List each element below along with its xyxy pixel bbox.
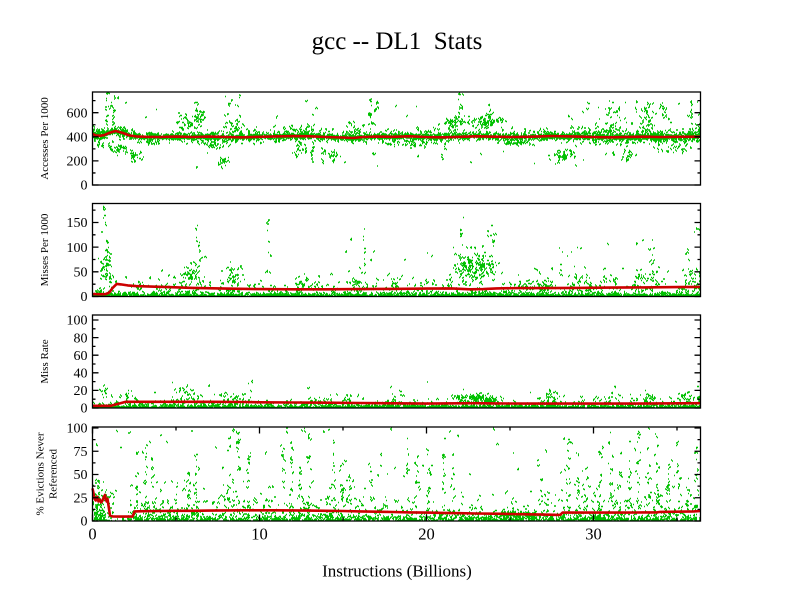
svg-text:Instructions (Billions): Instructions (Billions) xyxy=(322,562,472,581)
svg-text:30: 30 xyxy=(585,525,602,544)
svg-text:0: 0 xyxy=(81,179,88,194)
svg-text:gcc -- DL1 Stats: gcc -- DL1 Stats xyxy=(312,28,483,55)
svg-text:0: 0 xyxy=(81,290,88,305)
svg-text:80: 80 xyxy=(74,331,88,346)
svg-text:600: 600 xyxy=(67,106,88,121)
svg-text:100: 100 xyxy=(67,314,88,329)
svg-text:% Evictions Never: % Evictions Never xyxy=(35,432,47,515)
svg-text:Misses Per 1000: Misses Per 1000 xyxy=(39,213,51,286)
svg-text:40: 40 xyxy=(74,367,88,382)
svg-text:60: 60 xyxy=(74,349,88,364)
svg-text:0: 0 xyxy=(88,525,96,544)
svg-text:10: 10 xyxy=(251,525,268,544)
svg-text:20: 20 xyxy=(74,384,88,399)
svg-text:50: 50 xyxy=(74,266,88,281)
svg-text:Referenced: Referenced xyxy=(48,448,60,499)
svg-text:150: 150 xyxy=(67,216,88,231)
svg-text:75: 75 xyxy=(74,445,88,460)
svg-text:100: 100 xyxy=(67,241,88,256)
svg-text:100: 100 xyxy=(67,422,88,437)
svg-text:Accesses Per 1000: Accesses Per 1000 xyxy=(39,97,51,180)
svg-text:0: 0 xyxy=(81,402,88,417)
svg-text:20: 20 xyxy=(418,525,435,544)
svg-text:200: 200 xyxy=(67,155,88,170)
svg-text:50: 50 xyxy=(74,468,88,483)
svg-text:25: 25 xyxy=(74,491,88,506)
svg-text:Miss Rate: Miss Rate xyxy=(39,339,51,383)
svg-text:0: 0 xyxy=(81,515,88,530)
svg-text:400: 400 xyxy=(67,131,88,146)
